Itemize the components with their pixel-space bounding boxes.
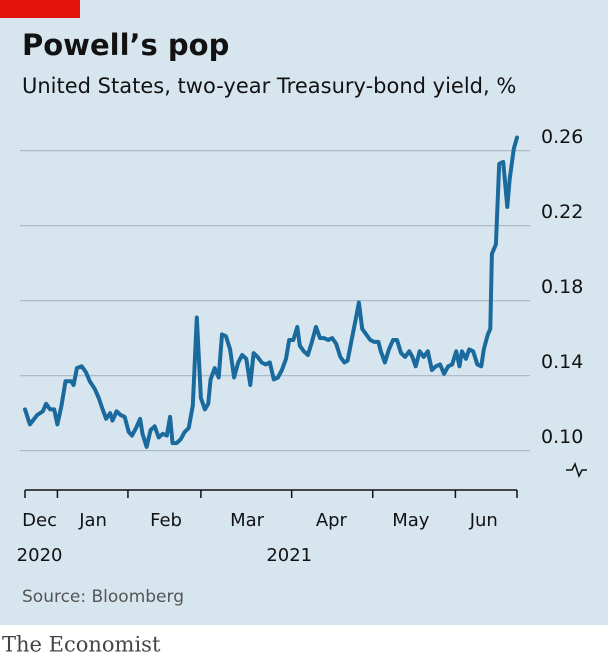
brand: The Economist: [2, 633, 161, 657]
axis-break: [566, 462, 587, 478]
y-tick-label: 0.22: [541, 201, 583, 223]
chart-title: Powell’s pop: [22, 28, 229, 62]
year-label: 2020: [17, 545, 63, 566]
line: [23, 135, 519, 449]
source: Source: Bloomberg: [22, 587, 184, 607]
x-tick-label: Apr: [316, 510, 348, 531]
x-tick-label: Dec: [22, 510, 57, 531]
x-tick-label: Jun: [469, 510, 498, 531]
y-tick-label: 0.18: [541, 276, 583, 298]
y-tick-label: 0.26: [541, 126, 583, 148]
y-tick-label: 0.14: [541, 351, 583, 373]
x-tick-label: Feb: [150, 510, 182, 531]
x-tick-label: Jan: [78, 510, 107, 531]
year-label: 2021: [266, 545, 312, 566]
background: [0, 0, 608, 625]
chart-subtitle: United States, two-year Treasury-bond yi…: [22, 74, 516, 98]
x-tick-label: May: [392, 510, 430, 531]
y-tick-label: 0.10: [541, 426, 583, 448]
brand-tag: [0, 0, 80, 18]
x-tick-label: Mar: [230, 510, 265, 531]
